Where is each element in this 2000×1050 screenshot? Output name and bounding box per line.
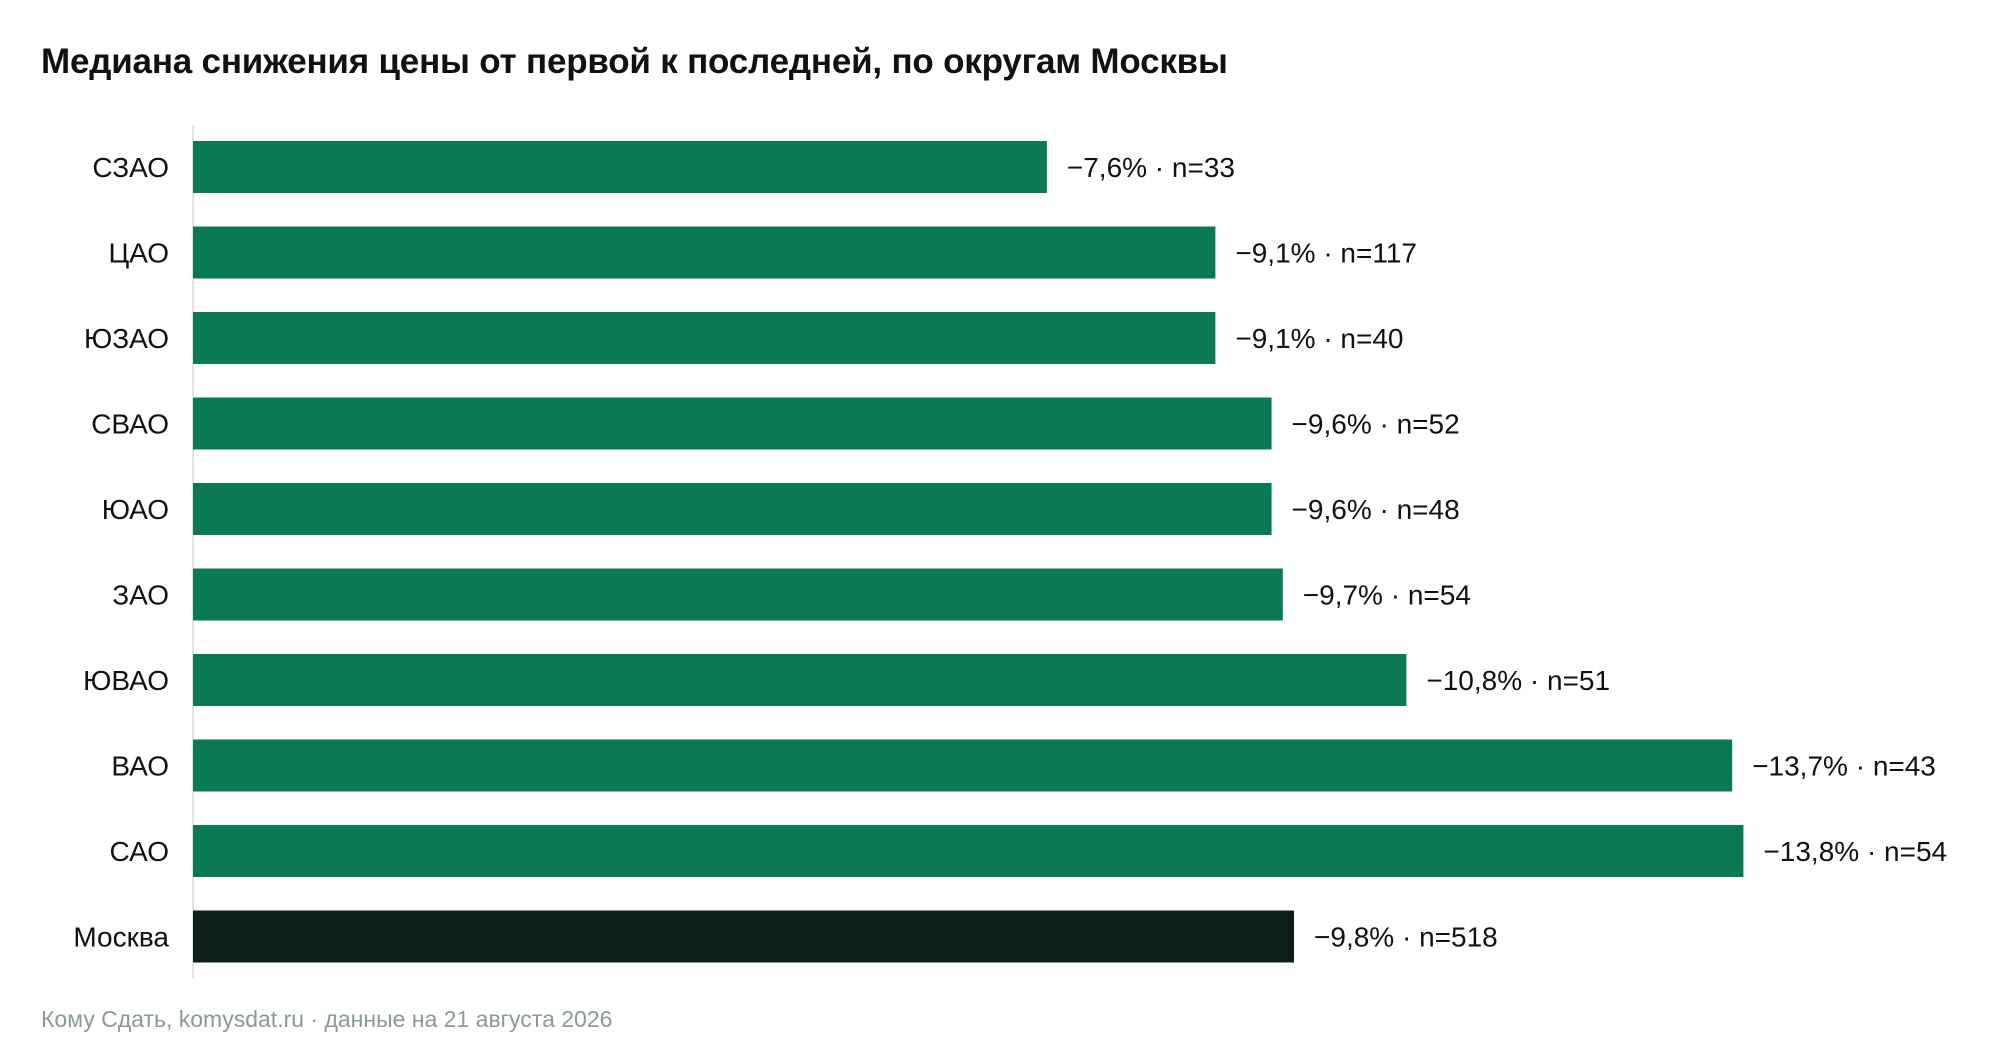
data-label: −13,7% · n=43 (1752, 751, 1936, 782)
category-label: ЮАО (102, 494, 169, 525)
category-label: ЗАО (112, 580, 169, 611)
category-label: ЦАО (108, 238, 169, 269)
bar (193, 568, 1283, 621)
data-label: −10,8% · n=51 (1426, 665, 1610, 696)
bar (193, 226, 1216, 279)
bar (193, 483, 1272, 535)
data-label: −9,1% · n=117 (1235, 238, 1417, 269)
bar (193, 141, 1047, 193)
data-label: −9,1% · n=40 (1235, 323, 1403, 354)
category-label: СВАО (91, 409, 169, 440)
bar (193, 825, 1744, 877)
category-label: ЮЗАО (84, 323, 169, 354)
bar (193, 312, 1216, 364)
bar (193, 397, 1272, 450)
chart-title: Медиана снижения цены от первой к послед… (41, 42, 1228, 81)
data-label: −9,7% · n=54 (1303, 580, 1471, 611)
data-label: −7,6% · n=33 (1067, 152, 1235, 183)
category-label: ЮВАО (83, 665, 169, 696)
category-label: САО (110, 836, 169, 867)
bar (193, 654, 1407, 706)
bar-total (193, 910, 1295, 963)
data-label: −9,6% · n=48 (1292, 494, 1460, 525)
category-label: ВАО (111, 751, 169, 782)
data-label: −13,8% · n=54 (1763, 836, 1947, 867)
bar (193, 739, 1733, 792)
category-label: СЗАО (92, 152, 169, 183)
data-label: −9,6% · n=52 (1292, 409, 1460, 440)
category-label: Москва (73, 922, 169, 953)
data-label: −9,8% · n=518 (1314, 922, 1498, 953)
source-note: Кому Сдать, komysdat.ru · данные на 21 а… (41, 1006, 613, 1032)
